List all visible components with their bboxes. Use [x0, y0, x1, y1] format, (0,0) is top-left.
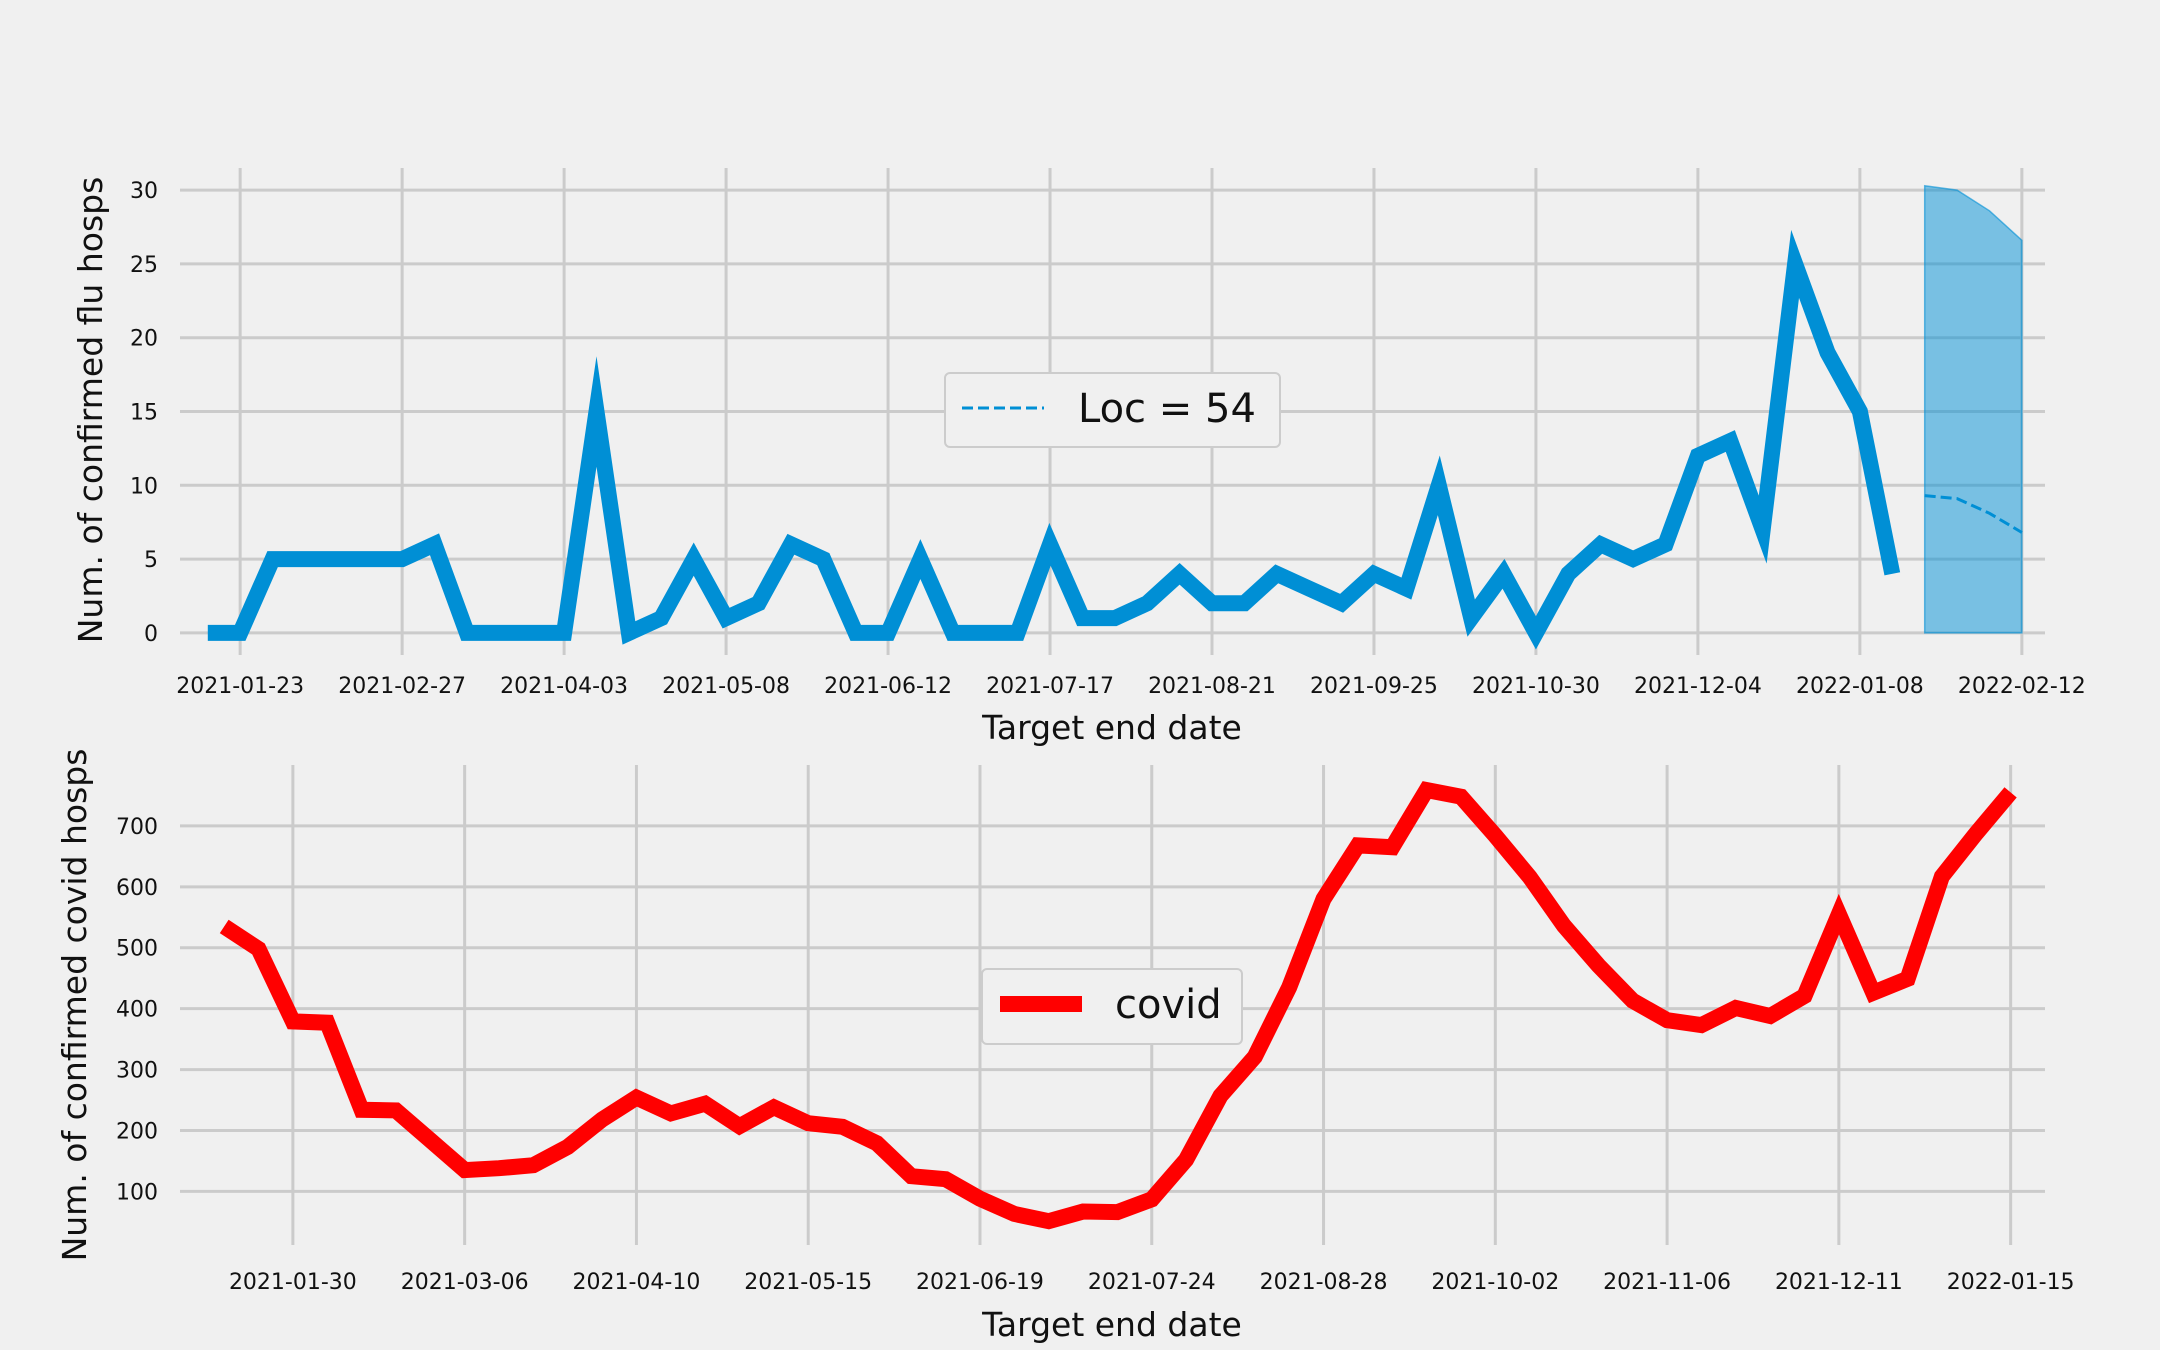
flu-legend-label: Loc = 54 [1078, 386, 1256, 432]
flu-legend: Loc = 54 [944, 372, 1281, 448]
covid-y-tick-label: 200 [116, 1119, 158, 1144]
flu-y-tick-label: 5 [144, 548, 158, 573]
covid-x-tick-label: 2021-12-11 [1775, 1270, 1903, 1295]
flu-x-tick-label: 2021-10-30 [1472, 674, 1600, 699]
flu-forecast-band [1923, 184, 2023, 634]
covid-series-marks [219, 781, 2017, 1230]
flu-x-tick-label: 2021-08-21 [1148, 674, 1276, 699]
flu-series-marks [207, 184, 2023, 650]
flu-x-tick-label: 2021-01-23 [176, 674, 304, 699]
covid-y-tick-label: 100 [116, 1180, 158, 1205]
flu-y-tick-label: 0 [144, 622, 158, 647]
covid-legend: covid [981, 968, 1243, 1045]
covid-legend-box [981, 968, 1243, 1045]
covid-y-tick-label: 400 [116, 998, 158, 1023]
covid-x-tick-labels: 2021-01-30 2021-03-06 2021-04-10 2021-05-15… [229, 1270, 2075, 1295]
flu-x-tick-label: 2021-04-03 [500, 674, 628, 699]
flu-y-tick-label: 10 [130, 474, 158, 499]
covid-x-tick-label: 2021-04-10 [573, 1270, 701, 1295]
covid-panel: 2021-01-30 2021-03-06 2021-04-10 2021-05-15… [55, 749, 2075, 1344]
flu-x-tick-label: 2021-07-17 [986, 674, 1114, 699]
flu-x-tick-label: 2021-05-08 [662, 674, 790, 699]
covid-legend-label: covid [1115, 982, 1222, 1028]
covid-x-tick-label: 2021-10-02 [1431, 1270, 1559, 1295]
flu-x-tick-label: 2021-09-25 [1310, 674, 1438, 699]
covid-x-axis-label: Target end date [981, 1305, 1242, 1344]
flu-median-line [1924, 494, 2023, 534]
flu-x-tick-label: 2022-02-12 [1958, 674, 2086, 699]
covid-x-tick-label: 2022-01-15 [1947, 1270, 2075, 1295]
flu-y-tick-label: 15 [130, 401, 158, 426]
covid-x-tick-label: 2021-08-28 [1260, 1270, 1388, 1295]
flu-y-axis-label: Num. of confirmed flu hosps [71, 177, 110, 644]
covid-y-tick-label: 300 [116, 1059, 158, 1084]
covid-x-tick-label: 2021-11-06 [1603, 1270, 1731, 1295]
covid-x-tick-label: 2021-03-06 [401, 1270, 529, 1295]
covid-y-tick-label: 500 [116, 937, 158, 962]
flu-y-tick-label: 20 [130, 327, 158, 352]
covid-y-tick-labels: 100 200 300 400 500 600 700 [116, 815, 158, 1205]
flu-x-tick-label: 2021-12-04 [1634, 674, 1762, 699]
flu-y-gridlines [180, 188, 2045, 635]
covid-x-tick-label: 2021-07-24 [1088, 1270, 1216, 1295]
flu-x-tick-label: 2022-01-08 [1796, 674, 1924, 699]
flu-x-tick-labels: 2021-01-23 2021-02-27 2021-04-03 2021-05-08… [176, 674, 2086, 699]
flu-x-tick-label: 2021-02-27 [338, 674, 466, 699]
flu-legend-box [944, 372, 1281, 448]
flu-x-tick-label: 2021-06-12 [824, 674, 952, 699]
covid-y-tick-label: 600 [116, 876, 158, 901]
flu-y-tick-label: 30 [130, 179, 158, 204]
covid-x-tick-label: 2021-01-30 [229, 1270, 357, 1295]
flu-y-tick-labels: 0 5 10 15 20 25 30 [130, 179, 158, 647]
covid-x-tick-label: 2021-05-15 [744, 1270, 872, 1295]
covid-y-tick-label: 700 [116, 815, 158, 840]
flu-y-tick-label: 25 [130, 253, 158, 278]
covid-x-tick-label: 2021-06-19 [916, 1270, 1044, 1295]
covid-y-axis-label: Num. of confirmed covid hosps [55, 749, 94, 1262]
flu-x-axis-label: Target end date [981, 708, 1242, 747]
flu-panel: 2021-01-23 2021-02-27 2021-04-03 2021-05-08… [71, 168, 2086, 747]
